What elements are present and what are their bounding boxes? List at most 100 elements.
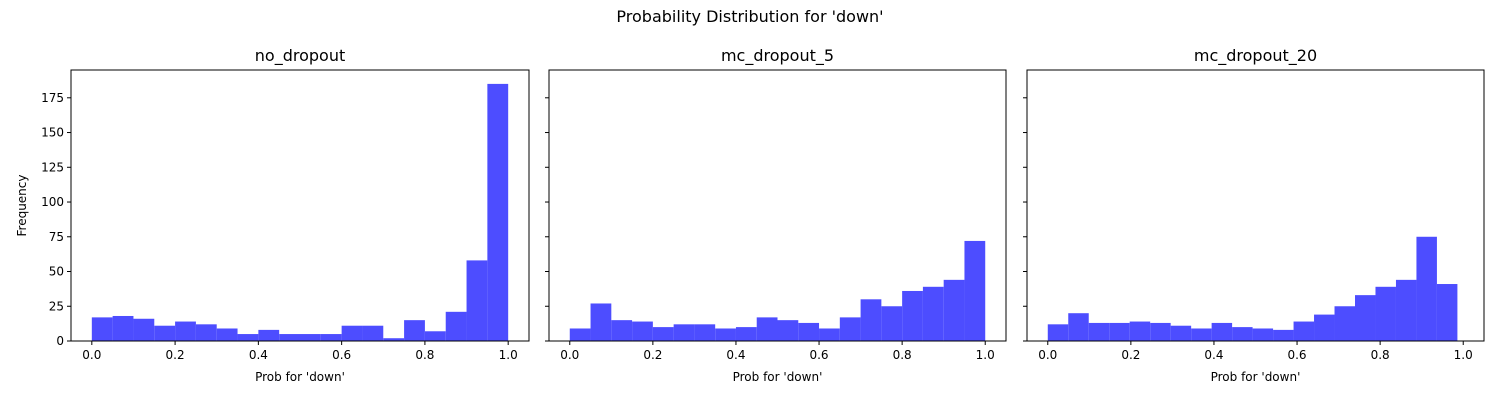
bar [1395, 279, 1417, 341]
bar [777, 320, 799, 341]
x-tick-label: 0.6 [1287, 348, 1306, 362]
panel-2: 0.0 0.2 0.4 0.6 0.8 1.0 mc_dropout_5 Prob for '… [545, 46, 1007, 384]
bar [964, 240, 986, 341]
y-tick-label: 75 [49, 230, 64, 244]
panel-title: no_dropout [255, 46, 345, 66]
bar [133, 318, 155, 341]
bar [1375, 286, 1396, 341]
bar [1191, 328, 1212, 341]
bar [383, 338, 405, 341]
axes-frame [70, 69, 530, 342]
bar [652, 327, 674, 341]
bar [902, 290, 923, 341]
bar [1436, 284, 1458, 341]
x-tick-label: 0.2 [643, 348, 662, 362]
y-axis-label: Frequency [15, 175, 29, 237]
x-tick-label: 0.8 [1371, 348, 1390, 362]
x-axis-label: Prob for 'down' [733, 370, 823, 384]
x-tick-label: 0.6 [809, 348, 828, 362]
axes-frame [548, 69, 1007, 342]
bar [300, 334, 321, 341]
bar [91, 317, 113, 341]
bar [611, 320, 633, 341]
bar [1150, 322, 1171, 341]
bar [943, 279, 965, 341]
bar [632, 321, 653, 341]
x-axis-label: Prob for 'down' [1211, 370, 1301, 384]
panel-1: 0.0 0.2 0.4 0.6 0.8 1.0 0 25 50 75 100 125 150 175 no_… [15, 46, 530, 384]
bar [1068, 313, 1089, 341]
bar [819, 328, 840, 341]
x-tick-label: 0.2 [1121, 348, 1140, 362]
y-tick-label: 50 [49, 265, 64, 279]
bar [424, 331, 446, 341]
bar [756, 317, 778, 341]
x-axis-label: Prob for 'down' [255, 370, 345, 384]
bar [1047, 324, 1069, 341]
bar [1314, 314, 1335, 341]
y-tick-label: 25 [49, 299, 64, 313]
x-tick-label: 0.6 [332, 348, 351, 362]
axes-frame [1026, 69, 1485, 342]
bar [881, 306, 903, 341]
bar [216, 328, 238, 341]
bar [154, 325, 176, 341]
y-tick-label: 150 [41, 126, 64, 140]
bar [1355, 295, 1376, 341]
bar [1232, 327, 1253, 341]
bar [922, 286, 944, 341]
y-tick-label: 0 [56, 334, 64, 348]
y-tick-label: 175 [41, 91, 64, 105]
bar [487, 83, 509, 342]
panel-title: mc_dropout_5 [721, 46, 834, 66]
bar [1088, 322, 1110, 341]
bar [1334, 306, 1356, 341]
bar [362, 325, 384, 341]
y-tick-label: 100 [41, 195, 64, 209]
x-tick-label: 0.8 [893, 348, 912, 362]
panel-title: mc_dropout_20 [1194, 46, 1317, 66]
bar [1211, 322, 1233, 341]
bar [404, 320, 425, 341]
x-tick-label: 0.0 [82, 348, 101, 362]
bar [237, 334, 259, 341]
x-tick-label: 0.2 [166, 348, 185, 362]
bar [839, 317, 861, 341]
bar [590, 303, 612, 341]
bar [258, 329, 280, 341]
bar [1129, 321, 1151, 341]
x-tick-label: 1.0 [1454, 348, 1473, 362]
bar [569, 328, 591, 341]
bar [1109, 322, 1130, 341]
figure-suptitle: Probability Distribution for 'down' [616, 7, 883, 26]
bar [466, 260, 488, 341]
x-tick-label: 0.0 [1038, 348, 1057, 362]
panel-3: 0.0 0.2 0.4 0.6 0.8 1.0 mc_dropout_20 Prob for … [1023, 46, 1485, 384]
bar [112, 315, 134, 341]
bar [673, 324, 695, 341]
bar [694, 324, 716, 341]
bar [1273, 329, 1294, 341]
x-tick-label: 0.0 [560, 348, 579, 362]
bar [1416, 236, 1437, 341]
bar [715, 328, 736, 341]
bar [735, 327, 757, 341]
x-tick-label: 0.4 [1204, 348, 1223, 362]
x-tick-label: 0.4 [726, 348, 745, 362]
bar [279, 334, 300, 341]
x-tick-label: 1.0 [976, 348, 995, 362]
bar [195, 324, 217, 341]
bar [1252, 328, 1274, 341]
x-tick-label: 0.4 [249, 348, 268, 362]
x-tick-label: 0.8 [415, 348, 434, 362]
bar [341, 325, 363, 341]
y-tick-label: 125 [41, 160, 64, 174]
bar [320, 334, 342, 341]
x-tick-label: 1.0 [499, 348, 518, 362]
bar [1293, 321, 1315, 341]
bar [798, 322, 820, 341]
bar [175, 321, 196, 341]
bar [445, 311, 467, 341]
